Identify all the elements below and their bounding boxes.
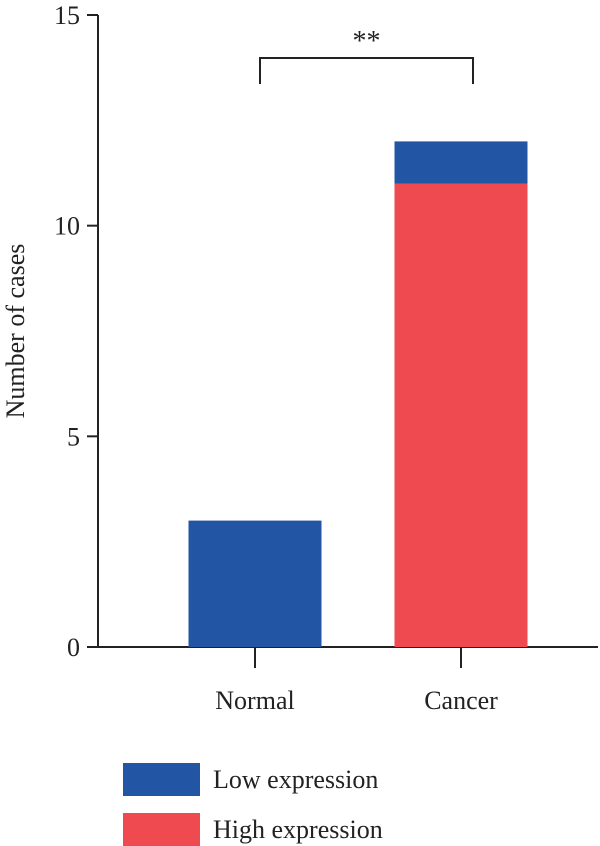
significance-bracket [259, 57, 474, 84]
bar-cancer-low-expression [394, 141, 528, 184]
x-axis: Normal Cancer [98, 646, 598, 715]
bars [188, 141, 528, 648]
y-axis: 0 5 10 15 [54, 1, 99, 662]
significance-annotation: ** [259, 26, 474, 84]
y-axis-title: Number of cases [1, 244, 30, 419]
x-tick-label-normal: Normal [215, 686, 294, 715]
legend-swatch-high-expression [123, 813, 200, 846]
y-tick-label: 0 [67, 633, 80, 662]
legend: Low expression High expression [123, 763, 383, 846]
y-tick-label: 10 [54, 212, 80, 241]
x-tick-label-cancer: Cancer [424, 686, 498, 715]
legend-label-high-expression: High expression [213, 815, 383, 844]
y-tick-label: 15 [54, 1, 80, 30]
legend-swatch-low-expression [123, 763, 200, 796]
legend-label-low-expression: Low expression [213, 765, 378, 794]
significance-label: ** [353, 26, 381, 57]
bar-normal-low-expression [188, 520, 322, 647]
y-tick-label: 5 [67, 422, 80, 451]
bar-cancer-high-expression [394, 183, 528, 648]
